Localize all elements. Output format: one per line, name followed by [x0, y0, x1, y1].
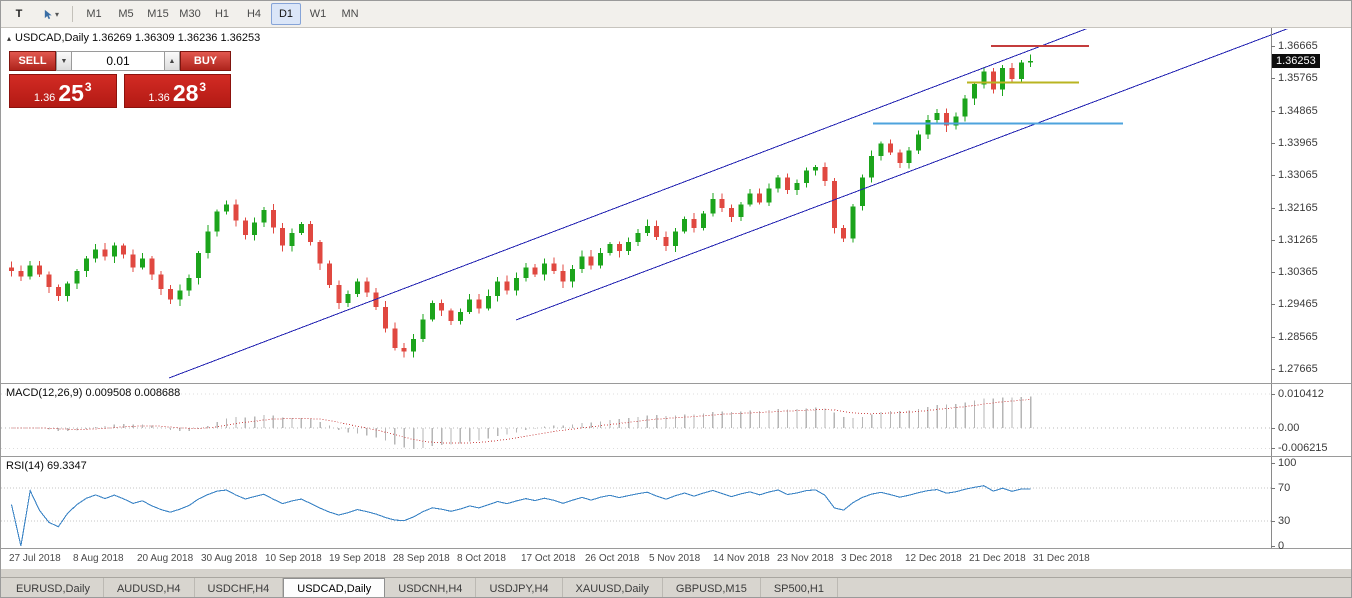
timeframe-button-m1[interactable]: M1 — [86, 8, 102, 20]
panel-splitter — [1, 548, 1351, 549]
text-tool-button[interactable]: T — [15, 8, 23, 20]
volume-decrease-button[interactable]: ▼ — [56, 51, 72, 71]
chart-tab-eurusd-daily[interactable]: EURUSD,Daily — [3, 578, 104, 597]
top-toolbar: T ▾ M1 M5 M15 M30 H1 H4 D1 W1 MN — [1, 1, 1351, 28]
macd-label: MACD(12,26,9) 0.009508 0.008688 — [6, 387, 181, 399]
chart-tab-usdcad-daily[interactable]: USDCAD,Daily — [283, 578, 386, 597]
one-click-trading-panel: SELL ▼ ▲ BUY 1.36 25 3 1.36 28 3 — [9, 51, 231, 108]
chart-tab-bar: EURUSD,Daily AUDUSD,H4 USDCHF,H4 USDCAD,Dai… — [1, 577, 1351, 597]
buy-button[interactable]: BUY — [180, 51, 231, 71]
timeframe-button-group: M1 M5 M15 M30 H1 H4 D1 W1 MN — [78, 3, 366, 25]
toolbar-separator — [72, 6, 73, 22]
cursor-arrow-icon — [44, 9, 52, 19]
buy-price-display[interactable]: 1.36 28 3 — [123, 74, 231, 108]
timeframe-button-h4[interactable]: H4 — [246, 8, 262, 20]
status-strip — [1, 569, 1351, 577]
sell-price-point: 3 — [84, 80, 92, 94]
time-axis[interactable] — [1, 549, 1271, 569]
rsi-indicator-chart[interactable] — [1, 458, 1271, 548]
timeframe-button-m30[interactable]: M30 — [179, 8, 201, 20]
timeframe-button-mn[interactable]: MN — [341, 8, 359, 20]
timeframe-button-w1[interactable]: W1 — [309, 8, 327, 20]
sell-price-pips: 25 — [58, 80, 84, 107]
candlestick-chart[interactable] — [1, 29, 1352, 383]
chart-tab-gbpusd-m15[interactable]: GBPUSD,M15 — [663, 578, 761, 597]
chart-tab-audusd-h4[interactable]: AUDUSD,H4 — [104, 578, 195, 597]
timeframe-button-d1[interactable]: D1 — [271, 3, 301, 25]
sell-price-display[interactable]: 1.36 25 3 — [9, 74, 117, 108]
rsi-label: RSI(14) 69.3347 — [6, 460, 87, 472]
buy-price-prefix: 1.36 — [148, 91, 170, 104]
draw-tool-button[interactable]: ▾ — [36, 3, 66, 25]
axis-border-line — [1271, 28, 1272, 549]
title-marker-icon: ▴ — [7, 33, 12, 43]
sell-price-prefix: 1.36 — [33, 91, 56, 104]
chart-tab-xauusd-daily[interactable]: XAUUSD,Daily — [563, 578, 663, 597]
chart-tab-usdcnh-h4[interactable]: USDCNH,H4 — [385, 578, 477, 597]
chart-tab-usdjpy-h4[interactable]: USDJPY,H4 — [476, 578, 563, 597]
chevron-down-icon: ▾ — [54, 9, 59, 19]
volume-increase-button[interactable]: ▲ — [164, 51, 180, 71]
buy-price-pips: 28 — [172, 80, 199, 107]
buy-price-point: 3 — [199, 80, 207, 94]
chart-title: ▴ USDCAD,Daily 1.36269 1.36309 1.36236 1… — [7, 32, 260, 44]
timeframe-button-h1[interactable]: H1 — [214, 8, 230, 20]
panel-splitter[interactable] — [1, 456, 1351, 457]
timeframe-button-m5[interactable]: M5 — [118, 8, 134, 20]
chart-tab-usdchf-h4[interactable]: USDCHF,H4 — [195, 578, 284, 597]
chart-tab-sp500-h1[interactable]: SP500,H1 — [761, 578, 838, 597]
timeframe-button-m15[interactable]: M15 — [147, 8, 169, 20]
panel-splitter[interactable] — [1, 383, 1351, 384]
sell-button[interactable]: SELL — [9, 51, 56, 71]
volume-input[interactable] — [72, 51, 164, 71]
macd-indicator-chart[interactable] — [1, 385, 1271, 456]
chart-title-text: USDCAD,Daily 1.36269 1.36309 1.36236 1.3… — [15, 32, 261, 44]
